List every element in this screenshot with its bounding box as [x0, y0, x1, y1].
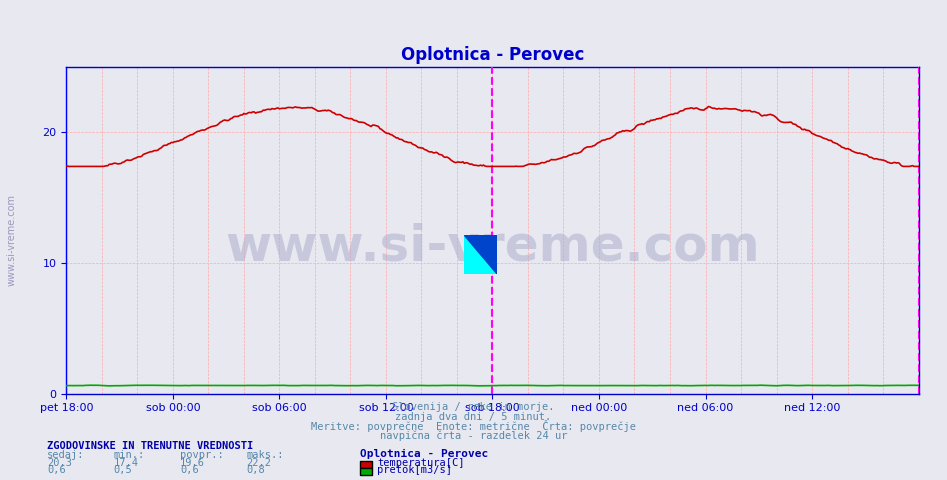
Text: www.si-vreme.com: www.si-vreme.com: [7, 194, 16, 286]
Text: min.:: min.:: [114, 450, 145, 460]
Text: www.si-vreme.com: www.si-vreme.com: [225, 223, 759, 271]
Text: Slovenija / reke in morje.: Slovenija / reke in morje.: [392, 402, 555, 412]
Polygon shape: [464, 235, 497, 274]
Text: 0,8: 0,8: [246, 465, 265, 475]
Text: 0,6: 0,6: [180, 465, 199, 475]
Text: Meritve: povprečne  Enote: metrične  Črta: povprečje: Meritve: povprečne Enote: metrične Črta:…: [311, 420, 636, 432]
Text: 17,4: 17,4: [114, 457, 138, 468]
Text: Oplotnica - Perovec: Oplotnica - Perovec: [360, 449, 488, 459]
Text: 20,3: 20,3: [47, 457, 72, 468]
Polygon shape: [464, 235, 497, 274]
Text: pretok[m3/s]: pretok[m3/s]: [377, 465, 452, 475]
Text: temperatura[C]: temperatura[C]: [377, 457, 464, 468]
FancyBboxPatch shape: [360, 461, 372, 468]
Text: maks.:: maks.:: [246, 450, 284, 460]
Text: 19,6: 19,6: [180, 457, 205, 468]
Title: Oplotnica - Perovec: Oplotnica - Perovec: [401, 46, 584, 64]
FancyBboxPatch shape: [360, 468, 372, 475]
Text: 22,2: 22,2: [246, 457, 271, 468]
Text: navpična črta - razdelek 24 ur: navpična črta - razdelek 24 ur: [380, 431, 567, 441]
Text: 0,6: 0,6: [47, 465, 66, 475]
Text: ZGODOVINSKE IN TRENUTNE VREDNOSTI: ZGODOVINSKE IN TRENUTNE VREDNOSTI: [47, 441, 254, 451]
Text: 0,5: 0,5: [114, 465, 133, 475]
Text: povpr.:: povpr.:: [180, 450, 223, 460]
Text: zadnja dva dni / 5 minut.: zadnja dva dni / 5 minut.: [396, 412, 551, 422]
Text: sedaj:: sedaj:: [47, 450, 85, 460]
